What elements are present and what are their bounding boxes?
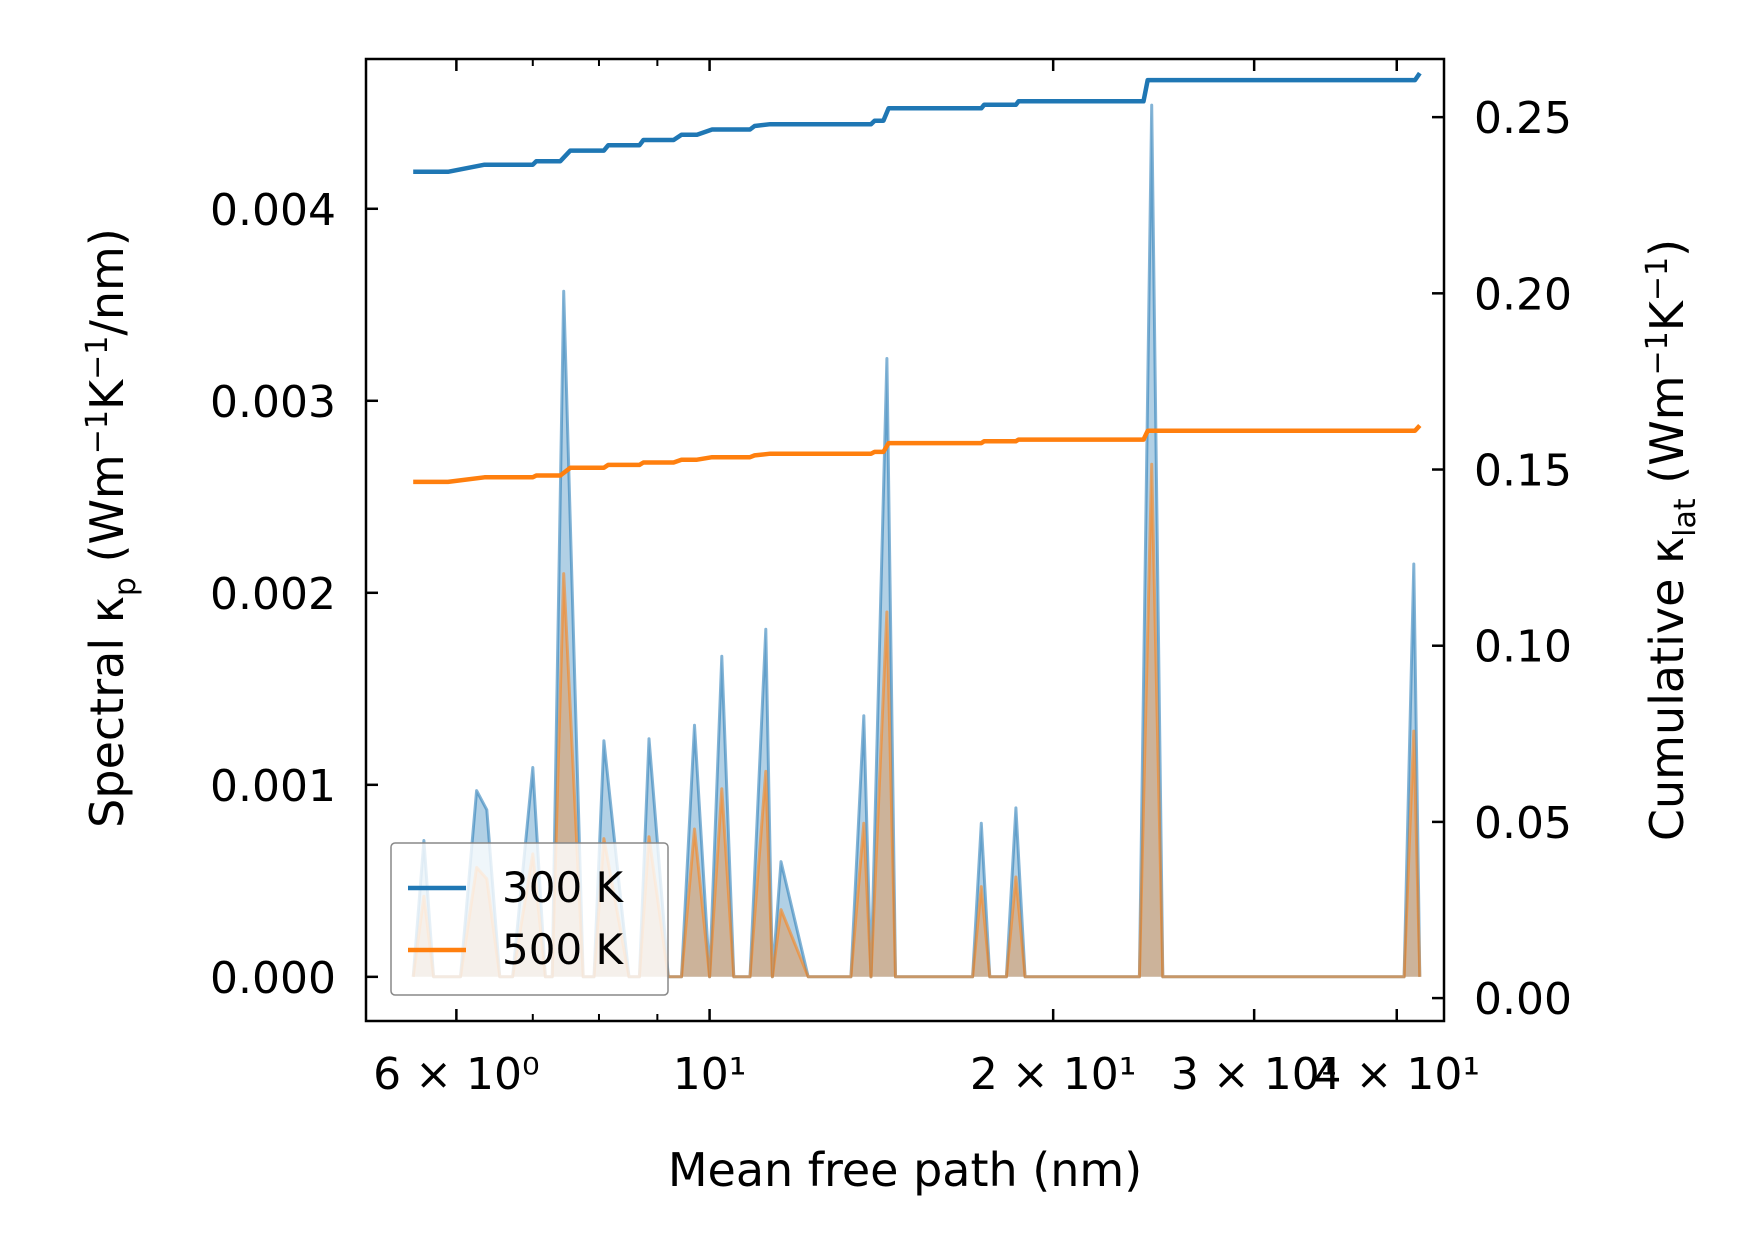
legend: 300 K 500 K — [390, 842, 669, 996]
cumulative-line-500k — [413, 423, 1422, 485]
y2-tick-label: 0.00 — [1474, 974, 1572, 1025]
y2-tick-label: 0.10 — [1474, 622, 1572, 673]
x-tick-label: 3 × 10¹ — [1171, 1049, 1337, 1100]
y2-tick-label: 0.05 — [1474, 798, 1572, 849]
cumulative-line-300k — [413, 71, 1422, 175]
y-tick-label: 0.004 — [210, 185, 336, 236]
y-tick-label: 0.001 — [210, 761, 336, 812]
y2-axis-label: Cumulative κlat (Wm−1K−1) — [1640, 239, 1703, 841]
y-tick-label: 0.003 — [210, 377, 336, 428]
y-tick-label: 0.002 — [210, 569, 336, 620]
x-tick-label: 6 × 10⁰ — [373, 1049, 539, 1100]
y2-tick-label: 0.25 — [1474, 93, 1572, 144]
y2-tick-label: 0.20 — [1474, 269, 1572, 320]
y2-tick-label: 0.15 — [1474, 446, 1572, 497]
legend-label-500k: 500 K — [502, 925, 625, 974]
cumulative-layer — [413, 71, 1422, 485]
plot-frame — [364, 57, 1446, 1023]
x-tick-label: 10¹ — [673, 1049, 747, 1100]
legend-label-300k: 300 K — [502, 863, 625, 912]
y-tick-label: 0.000 — [210, 953, 336, 1004]
legend-box — [390, 842, 669, 996]
x-tick-label: 2 × 10¹ — [970, 1049, 1136, 1100]
x-axis-label: Mean free path (nm) — [668, 1143, 1142, 1197]
y-axis-label: Spectral κp (Wm−1K−1/nm) — [80, 228, 143, 828]
x-tick-label: 4 × 10¹ — [1314, 1049, 1480, 1100]
